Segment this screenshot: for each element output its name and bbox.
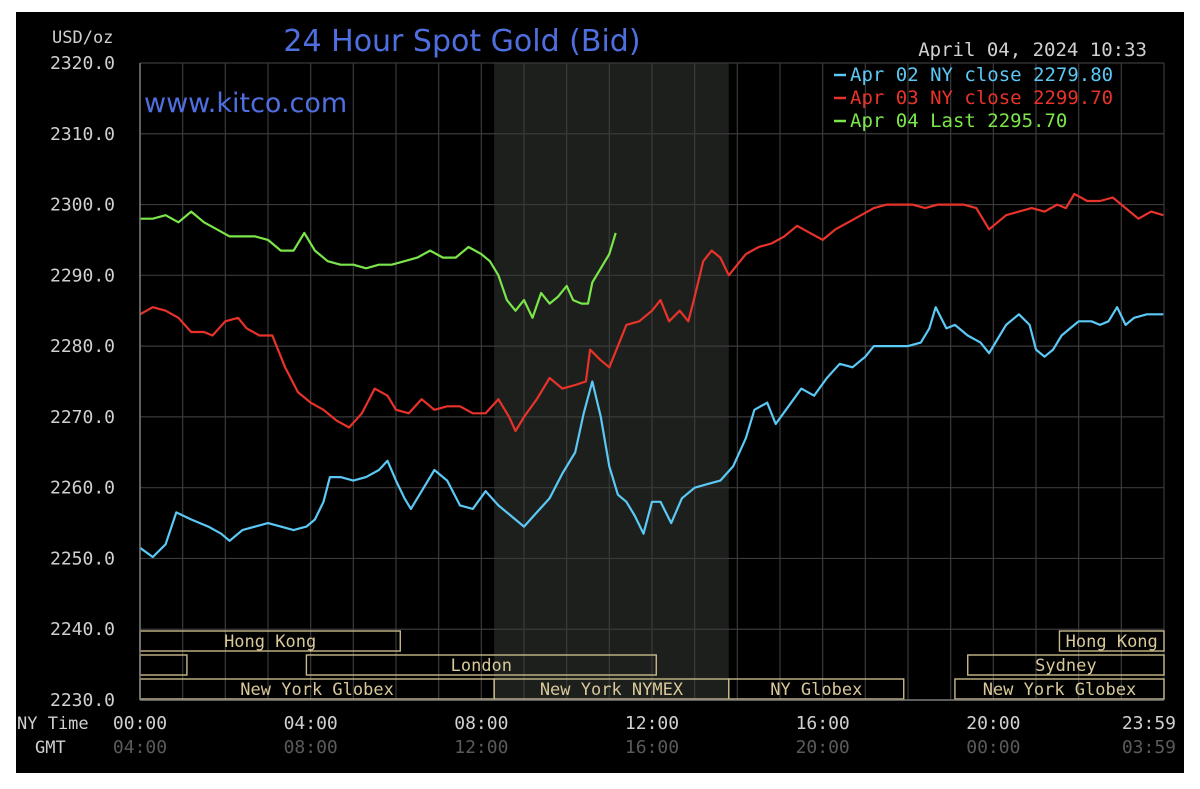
session-label: Sydney <box>1035 656 1096 676</box>
session-bar <box>954 678 1165 700</box>
y-tick-label: 2230.0 <box>50 690 115 711</box>
y-tick-label: 2250.0 <box>50 548 115 569</box>
gmt-row-label: GMT <box>35 738 66 758</box>
session-bar <box>1058 630 1165 652</box>
series-line-apr-02 <box>139 306 1164 559</box>
y-tick-label: 2270.0 <box>50 407 115 428</box>
legend-entry: Apr 02 NY close 2279.80 <box>850 64 1113 86</box>
x-tick-label-ny: 08:00 <box>454 713 508 734</box>
nymex-hours-band <box>494 63 729 700</box>
x-tick-label-gmt: 16:00 <box>625 737 679 758</box>
chart-title: 24 Hour Spot Gold (Bid) <box>283 24 640 59</box>
chart-frame: Hong Kong Hong Kong London Sydney New York G… <box>16 12 1184 773</box>
ny-time-row-label: NY Time <box>17 714 89 734</box>
x-tick-label-ny: 23:59 <box>1122 713 1176 734</box>
watermark: www.kitco.com <box>144 88 347 119</box>
y-tick-label: 2240.0 <box>50 619 115 640</box>
series-line-apr-03 <box>139 192 1164 433</box>
session-bar <box>305 654 657 676</box>
series-line-apr-04 <box>140 210 617 319</box>
timestamp: April 04, 2024 10:33 <box>918 39 1147 61</box>
y-tick-label: 2280.0 <box>50 336 115 357</box>
x-tick-label-gmt: 03:59 <box>1122 737 1176 758</box>
x-tick-label-gmt: 08:00 <box>284 737 338 758</box>
session-label: Hong Kong <box>224 632 316 652</box>
x-tick-label-ny: 12:00 <box>625 713 679 734</box>
session-label: New York Globex <box>983 680 1137 700</box>
session-label: New York NYMEX <box>540 680 684 700</box>
session-bar <box>728 678 905 700</box>
session-label: New York Globex <box>240 680 394 700</box>
x-tick-label-gmt: 00:00 <box>966 737 1020 758</box>
session-label: Hong Kong <box>1066 632 1158 652</box>
session-label: London <box>451 656 512 676</box>
y-tick-label: 2320.0 <box>50 53 115 74</box>
session-label: NY Globex <box>770 680 862 700</box>
x-tick-label-ny: 16:00 <box>796 713 850 734</box>
y-tick-label: 2290.0 <box>50 265 115 286</box>
legend-entry: Apr 03 NY close 2299.70 <box>850 87 1113 109</box>
session-bar <box>967 654 1165 676</box>
gold-price-chart: Hong Kong Hong Kong London Sydney New York G… <box>16 12 1184 773</box>
y-tick-label: 2310.0 <box>50 124 115 145</box>
x-tick-label-gmt: 12:00 <box>454 737 508 758</box>
x-tick-label-ny: 00:00 <box>113 713 167 734</box>
y-axis-label: USD/oz <box>52 28 113 48</box>
legend-entry: Apr 04 Last 2295.70 <box>850 110 1067 132</box>
x-tick-label-ny: 20:00 <box>966 713 1020 734</box>
x-tick-label-ny: 04:00 <box>284 713 338 734</box>
x-tick-label-gmt: 04:00 <box>113 737 167 758</box>
x-tick-label-gmt: 20:00 <box>796 737 850 758</box>
y-tick-label: 2300.0 <box>50 195 115 216</box>
y-tick-label: 2260.0 <box>50 478 115 499</box>
